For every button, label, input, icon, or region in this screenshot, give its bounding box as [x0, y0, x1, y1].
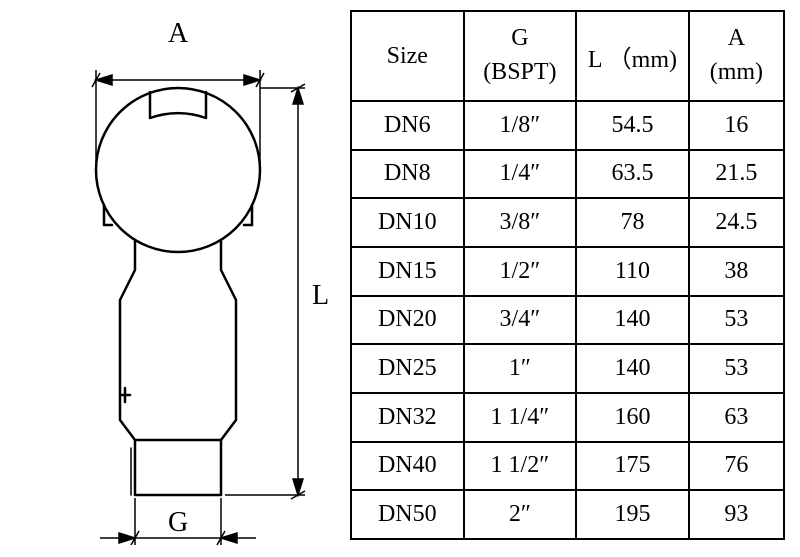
- cell-7-3: 76: [689, 442, 784, 491]
- table-row: DN81/4″63.521.5: [351, 150, 784, 199]
- table-row: DN103/8″7824.5: [351, 198, 784, 247]
- col-header-top-1: G: [465, 22, 576, 56]
- cell-8-1: 2″: [464, 490, 577, 539]
- cell-0-2: 54.5: [576, 101, 689, 150]
- table-row: DN502″19593: [351, 490, 784, 539]
- cell-3-3: 38: [689, 247, 784, 296]
- cell-3-1: 1/2″: [464, 247, 577, 296]
- cell-8-3: 93: [689, 490, 784, 539]
- col-header-1: G(BSPT): [464, 11, 577, 101]
- table-body: DN61/8″54.516DN81/4″63.521.5DN103/8″7824…: [351, 101, 784, 539]
- technical-drawing: A L G: [0, 0, 350, 557]
- cell-4-2: 140: [576, 296, 689, 345]
- col-header-bottom-1: (BSPT): [465, 56, 576, 90]
- col-header-2: L （mm): [576, 11, 689, 101]
- cell-1-0: DN8: [351, 150, 464, 199]
- cell-5-3: 53: [689, 344, 784, 393]
- table-row: DN401 1/2″17576: [351, 442, 784, 491]
- col-header-top-3: A: [690, 22, 783, 56]
- cell-2-0: DN10: [351, 198, 464, 247]
- cell-8-0: DN50: [351, 490, 464, 539]
- cell-3-2: 110: [576, 247, 689, 296]
- cell-2-2: 78: [576, 198, 689, 247]
- cell-5-0: DN25: [351, 344, 464, 393]
- table-header-row: SizeG(BSPT)L （mm)A(mm): [351, 11, 784, 101]
- cell-6-3: 63: [689, 393, 784, 442]
- part-drawing-svg: [0, 0, 350, 557]
- cell-1-2: 63.5: [576, 150, 689, 199]
- dimensions-table: SizeG(BSPT)L （mm)A(mm) DN61/8″54.516DN81…: [350, 10, 785, 540]
- cell-0-3: 16: [689, 101, 784, 150]
- cell-6-0: DN32: [351, 393, 464, 442]
- cell-8-2: 195: [576, 490, 689, 539]
- table-row: DN321 1/4″16063: [351, 393, 784, 442]
- cell-5-2: 140: [576, 344, 689, 393]
- cell-7-0: DN40: [351, 442, 464, 491]
- cell-2-3: 24.5: [689, 198, 784, 247]
- cell-1-1: 1/4″: [464, 150, 577, 199]
- cell-4-1: 3/4″: [464, 296, 577, 345]
- cell-0-1: 1/8″: [464, 101, 577, 150]
- cell-3-0: DN15: [351, 247, 464, 296]
- cell-1-3: 21.5: [689, 150, 784, 199]
- cell-6-1: 1 1/4″: [464, 393, 577, 442]
- col-header-0: Size: [351, 11, 464, 101]
- cell-7-1: 1 1/2″: [464, 442, 577, 491]
- cell-7-2: 175: [576, 442, 689, 491]
- cell-2-1: 3/8″: [464, 198, 577, 247]
- col-header-bottom-3: (mm): [690, 56, 783, 90]
- table-row: DN151/2″11038: [351, 247, 784, 296]
- table-row: DN61/8″54.516: [351, 101, 784, 150]
- dimensions-table-area: SizeG(BSPT)L （mm)A(mm) DN61/8″54.516DN81…: [350, 0, 800, 557]
- cell-4-0: DN20: [351, 296, 464, 345]
- col-header-3: A(mm): [689, 11, 784, 101]
- cell-4-3: 53: [689, 296, 784, 345]
- cell-5-1: 1″: [464, 344, 577, 393]
- cell-0-0: DN6: [351, 101, 464, 150]
- table-row: DN203/4″14053: [351, 296, 784, 345]
- table-row: DN251″14053: [351, 344, 784, 393]
- cell-6-2: 160: [576, 393, 689, 442]
